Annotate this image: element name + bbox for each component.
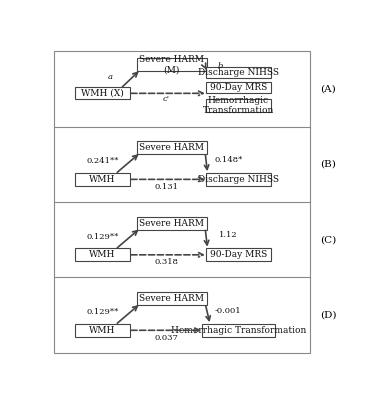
Text: -0.001: -0.001 [215,307,242,315]
FancyBboxPatch shape [53,51,311,353]
FancyBboxPatch shape [75,248,130,261]
FancyBboxPatch shape [137,292,207,305]
FancyBboxPatch shape [137,217,207,230]
FancyBboxPatch shape [137,58,207,72]
FancyBboxPatch shape [206,82,271,93]
FancyBboxPatch shape [206,173,271,186]
FancyBboxPatch shape [137,141,207,154]
Text: 90-Day MRS: 90-Day MRS [210,250,267,259]
Text: Hemorrhagic
Transformation: Hemorrhagic Transformation [203,96,274,115]
Text: Discharge NIHSS: Discharge NIHSS [198,68,279,77]
Text: 0.241**: 0.241** [86,157,118,165]
Text: Severe HARM: Severe HARM [139,219,204,228]
Text: 0.148*: 0.148* [214,156,242,164]
Text: Hemorrhagic Transformation: Hemorrhagic Transformation [171,326,306,335]
Text: (A): (A) [320,84,336,93]
Text: b: b [218,62,223,70]
Text: 1.12: 1.12 [219,231,237,239]
FancyBboxPatch shape [75,324,130,337]
Text: Severe HARM: Severe HARM [139,143,204,152]
Text: 0.318: 0.318 [155,258,179,266]
FancyBboxPatch shape [206,67,271,78]
Text: WMH (X): WMH (X) [81,89,124,98]
Text: 0.131: 0.131 [155,183,179,191]
Text: a: a [107,73,112,81]
Text: Discharge NIHSS: Discharge NIHSS [198,175,279,184]
Text: (D): (D) [320,311,336,320]
Text: WMH: WMH [89,175,115,184]
Text: WMH: WMH [89,326,115,335]
FancyBboxPatch shape [202,324,275,337]
FancyBboxPatch shape [206,248,271,261]
Text: 0.129**: 0.129** [86,308,118,316]
Text: c': c' [163,95,170,103]
FancyBboxPatch shape [206,98,271,112]
Text: 90-Day MRS: 90-Day MRS [210,83,267,92]
Text: (B): (B) [320,160,336,169]
FancyBboxPatch shape [75,87,130,100]
Text: 0.037: 0.037 [155,334,179,342]
Text: 0.129**: 0.129** [86,233,118,241]
Text: Severe HARM
(M): Severe HARM (M) [139,55,204,74]
Text: (C): (C) [320,235,336,244]
FancyBboxPatch shape [75,173,130,186]
Text: Severe HARM: Severe HARM [139,294,204,303]
Text: WMH: WMH [89,250,115,259]
